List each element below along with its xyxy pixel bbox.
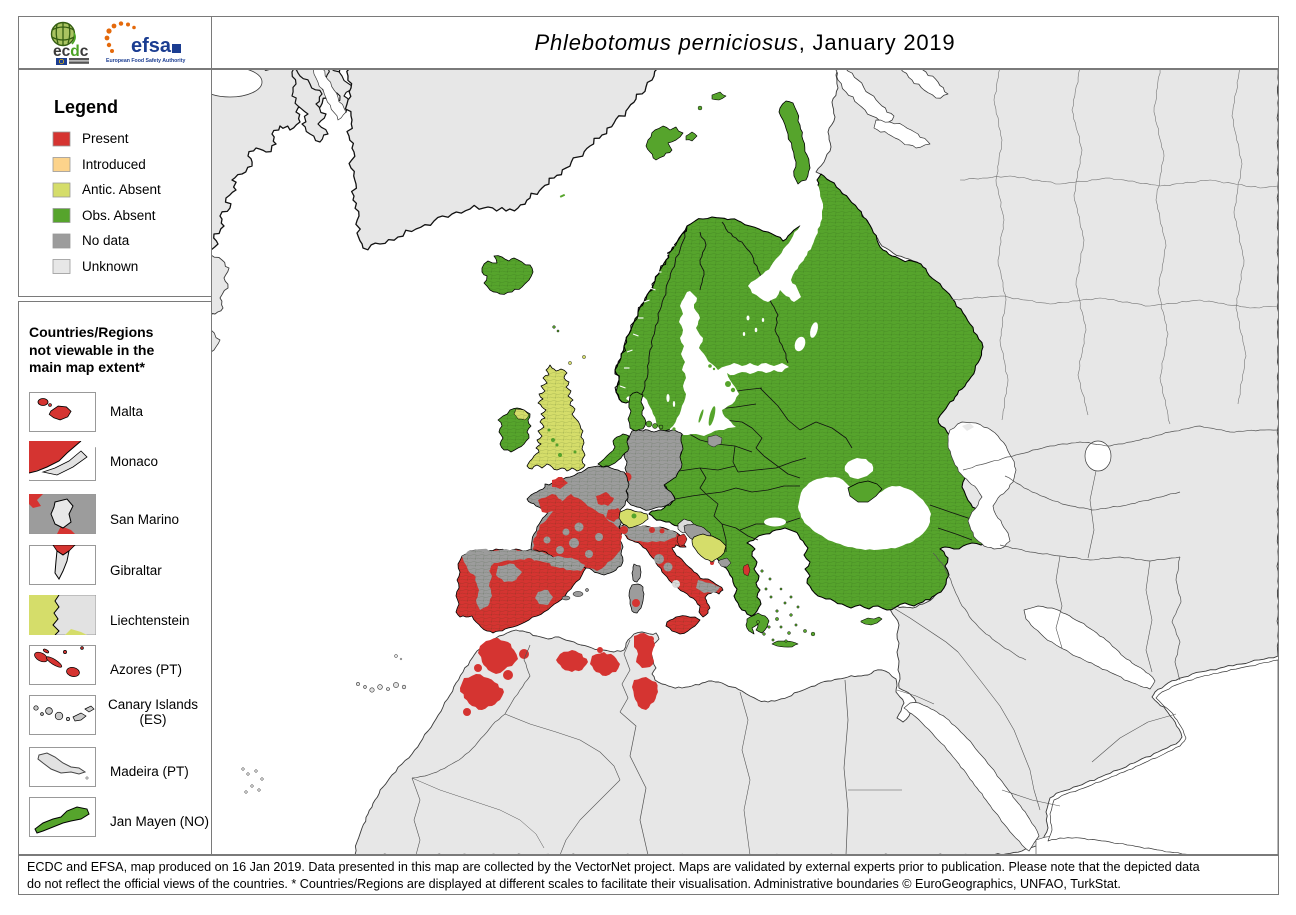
svg-text:ecdc: ecdc: [53, 43, 89, 60]
svg-text:efsa: efsa: [131, 35, 172, 57]
svg-text:European Food Safety Authority: European Food Safety Authority: [106, 58, 185, 64]
